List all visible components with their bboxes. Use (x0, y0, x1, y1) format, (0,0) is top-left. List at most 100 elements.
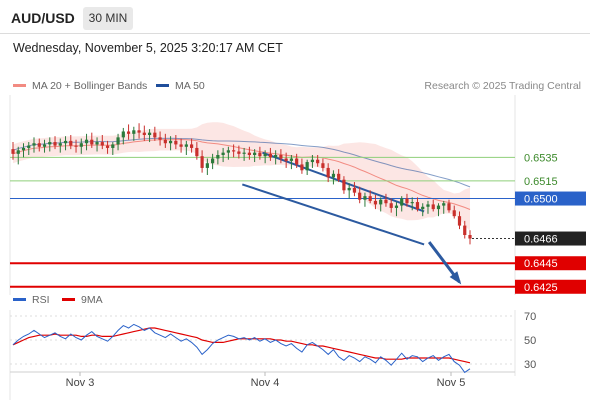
candles-layer (11, 123, 472, 245)
chart-datetime: Wednesday, November 5, 2025 3:20:17 AM C… (13, 41, 283, 55)
rsi-lines-layer: 70 50 30 (10, 311, 536, 374)
candle-body (226, 150, 230, 153)
resistance-label-0.6515: 0.6515 (524, 176, 558, 188)
candle-body (426, 204, 430, 207)
rsi-panel[interactable]: 70 50 30 Nov 3 Nov 4 Nov 5 (0, 310, 590, 400)
candle-body (205, 163, 209, 168)
research-credit: Research © 2025 Trading Central (424, 80, 581, 92)
candle-body (211, 158, 215, 164)
candle-body (142, 132, 146, 135)
candle-body (27, 145, 31, 148)
x-tick-label-nov-5: Nov 5 (437, 377, 466, 389)
candle-body (95, 142, 99, 145)
support-label-box-0.6425 (515, 279, 586, 294)
candle-body (457, 216, 462, 226)
candle-body (394, 205, 399, 208)
candle-body (168, 140, 173, 144)
candle-body (195, 147, 199, 157)
candle-body (352, 187, 357, 193)
support-label-box-0.6445 (515, 256, 586, 271)
x-axis-layer: Nov 3 Nov 4 Nov 5 (66, 372, 466, 389)
rsi-tick-50: 50 (524, 335, 536, 347)
candle-body (237, 151, 241, 154)
trend-channel-layer (241, 151, 462, 285)
candle-body (11, 149, 15, 154)
candle-body (447, 203, 451, 211)
candle-body (452, 210, 456, 217)
candle-body (410, 202, 414, 204)
legend-ma50: MA 50 (156, 80, 205, 92)
candle-body (79, 143, 83, 147)
ma50-line (12, 137, 471, 188)
candle-body (373, 200, 378, 205)
candle-body (48, 142, 52, 145)
candle-body (242, 152, 246, 154)
candle-body (415, 202, 420, 210)
candle-body (16, 150, 20, 154)
pivot-label: 0.6500 (524, 194, 558, 206)
candle-body (268, 153, 272, 158)
x-tick-label-nov-3: Nov 3 (66, 377, 95, 389)
candle-body (274, 155, 278, 158)
candle-body (310, 159, 315, 163)
legend-label-rsi: RSI (32, 294, 50, 306)
bollinger-band-fill (13, 122, 470, 232)
legend-swatch-rsi (13, 297, 26, 301)
candle-body (105, 145, 110, 148)
candle-body (258, 152, 262, 157)
candle-body (263, 153, 267, 157)
candle-body (284, 158, 288, 161)
candle-body (184, 144, 188, 147)
candle-body (121, 131, 125, 138)
candle-body (295, 158, 299, 165)
candle-body (90, 139, 94, 145)
support-label-0.6445: 0.6445 (524, 258, 558, 270)
candle-body (69, 140, 73, 146)
candle-body (32, 143, 36, 146)
candle-body (279, 155, 283, 159)
candle-body (436, 205, 441, 210)
candle-body (405, 198, 409, 204)
candle-body (389, 203, 393, 208)
candle-body (189, 144, 194, 148)
legend-swatch-9ma (62, 297, 75, 301)
header-divider (0, 33, 590, 34)
last-price-box (515, 231, 586, 246)
candle-body (463, 225, 467, 235)
forecast-arrow-head (449, 271, 462, 285)
level-labels-layer: 0.6535 0.6515 0.6500 0.6466 0.6445 0.6425 (515, 152, 586, 294)
candle-body (147, 132, 152, 135)
candle-body (431, 204, 435, 210)
candle-body (200, 156, 204, 168)
timeframe-badge[interactable]: 30 MIN (83, 7, 133, 30)
candle-body (379, 199, 383, 205)
candle-body (421, 206, 425, 210)
legend-label-9ma: 9MA (81, 294, 103, 306)
candle-body (305, 162, 309, 171)
candle-body (363, 196, 367, 200)
x-tick-label-nov-4: Nov 4 (251, 377, 280, 389)
candle-body (468, 235, 472, 239)
price-levels-layer (10, 156, 515, 288)
candle-body (337, 173, 341, 180)
candle-body (442, 203, 446, 206)
candle-body (100, 142, 104, 146)
resistance-label-0.6535: 0.6535 (524, 152, 558, 164)
legend-swatch-ma20 (13, 83, 26, 87)
candle-body (358, 192, 362, 200)
candle-body (111, 144, 115, 148)
candle-body (221, 152, 225, 155)
candle-body (347, 187, 351, 191)
legend-label-ma20: MA 20 + Bollinger Bands (32, 80, 148, 92)
candle-body (368, 196, 372, 201)
last-price-label: 0.6466 (524, 234, 558, 246)
pivot-label-box (515, 191, 586, 206)
rsi-tick-30: 30 (524, 359, 536, 371)
price-chart[interactable]: 0.6535 0.6515 0.6500 0.6466 0.6445 0.6425 (0, 95, 590, 395)
candle-body (163, 139, 167, 144)
legend-swatch-ma50 (156, 83, 169, 87)
candle-body (74, 145, 78, 147)
candle-body (232, 150, 236, 152)
candle-body (342, 179, 346, 191)
candle-body (58, 143, 62, 146)
